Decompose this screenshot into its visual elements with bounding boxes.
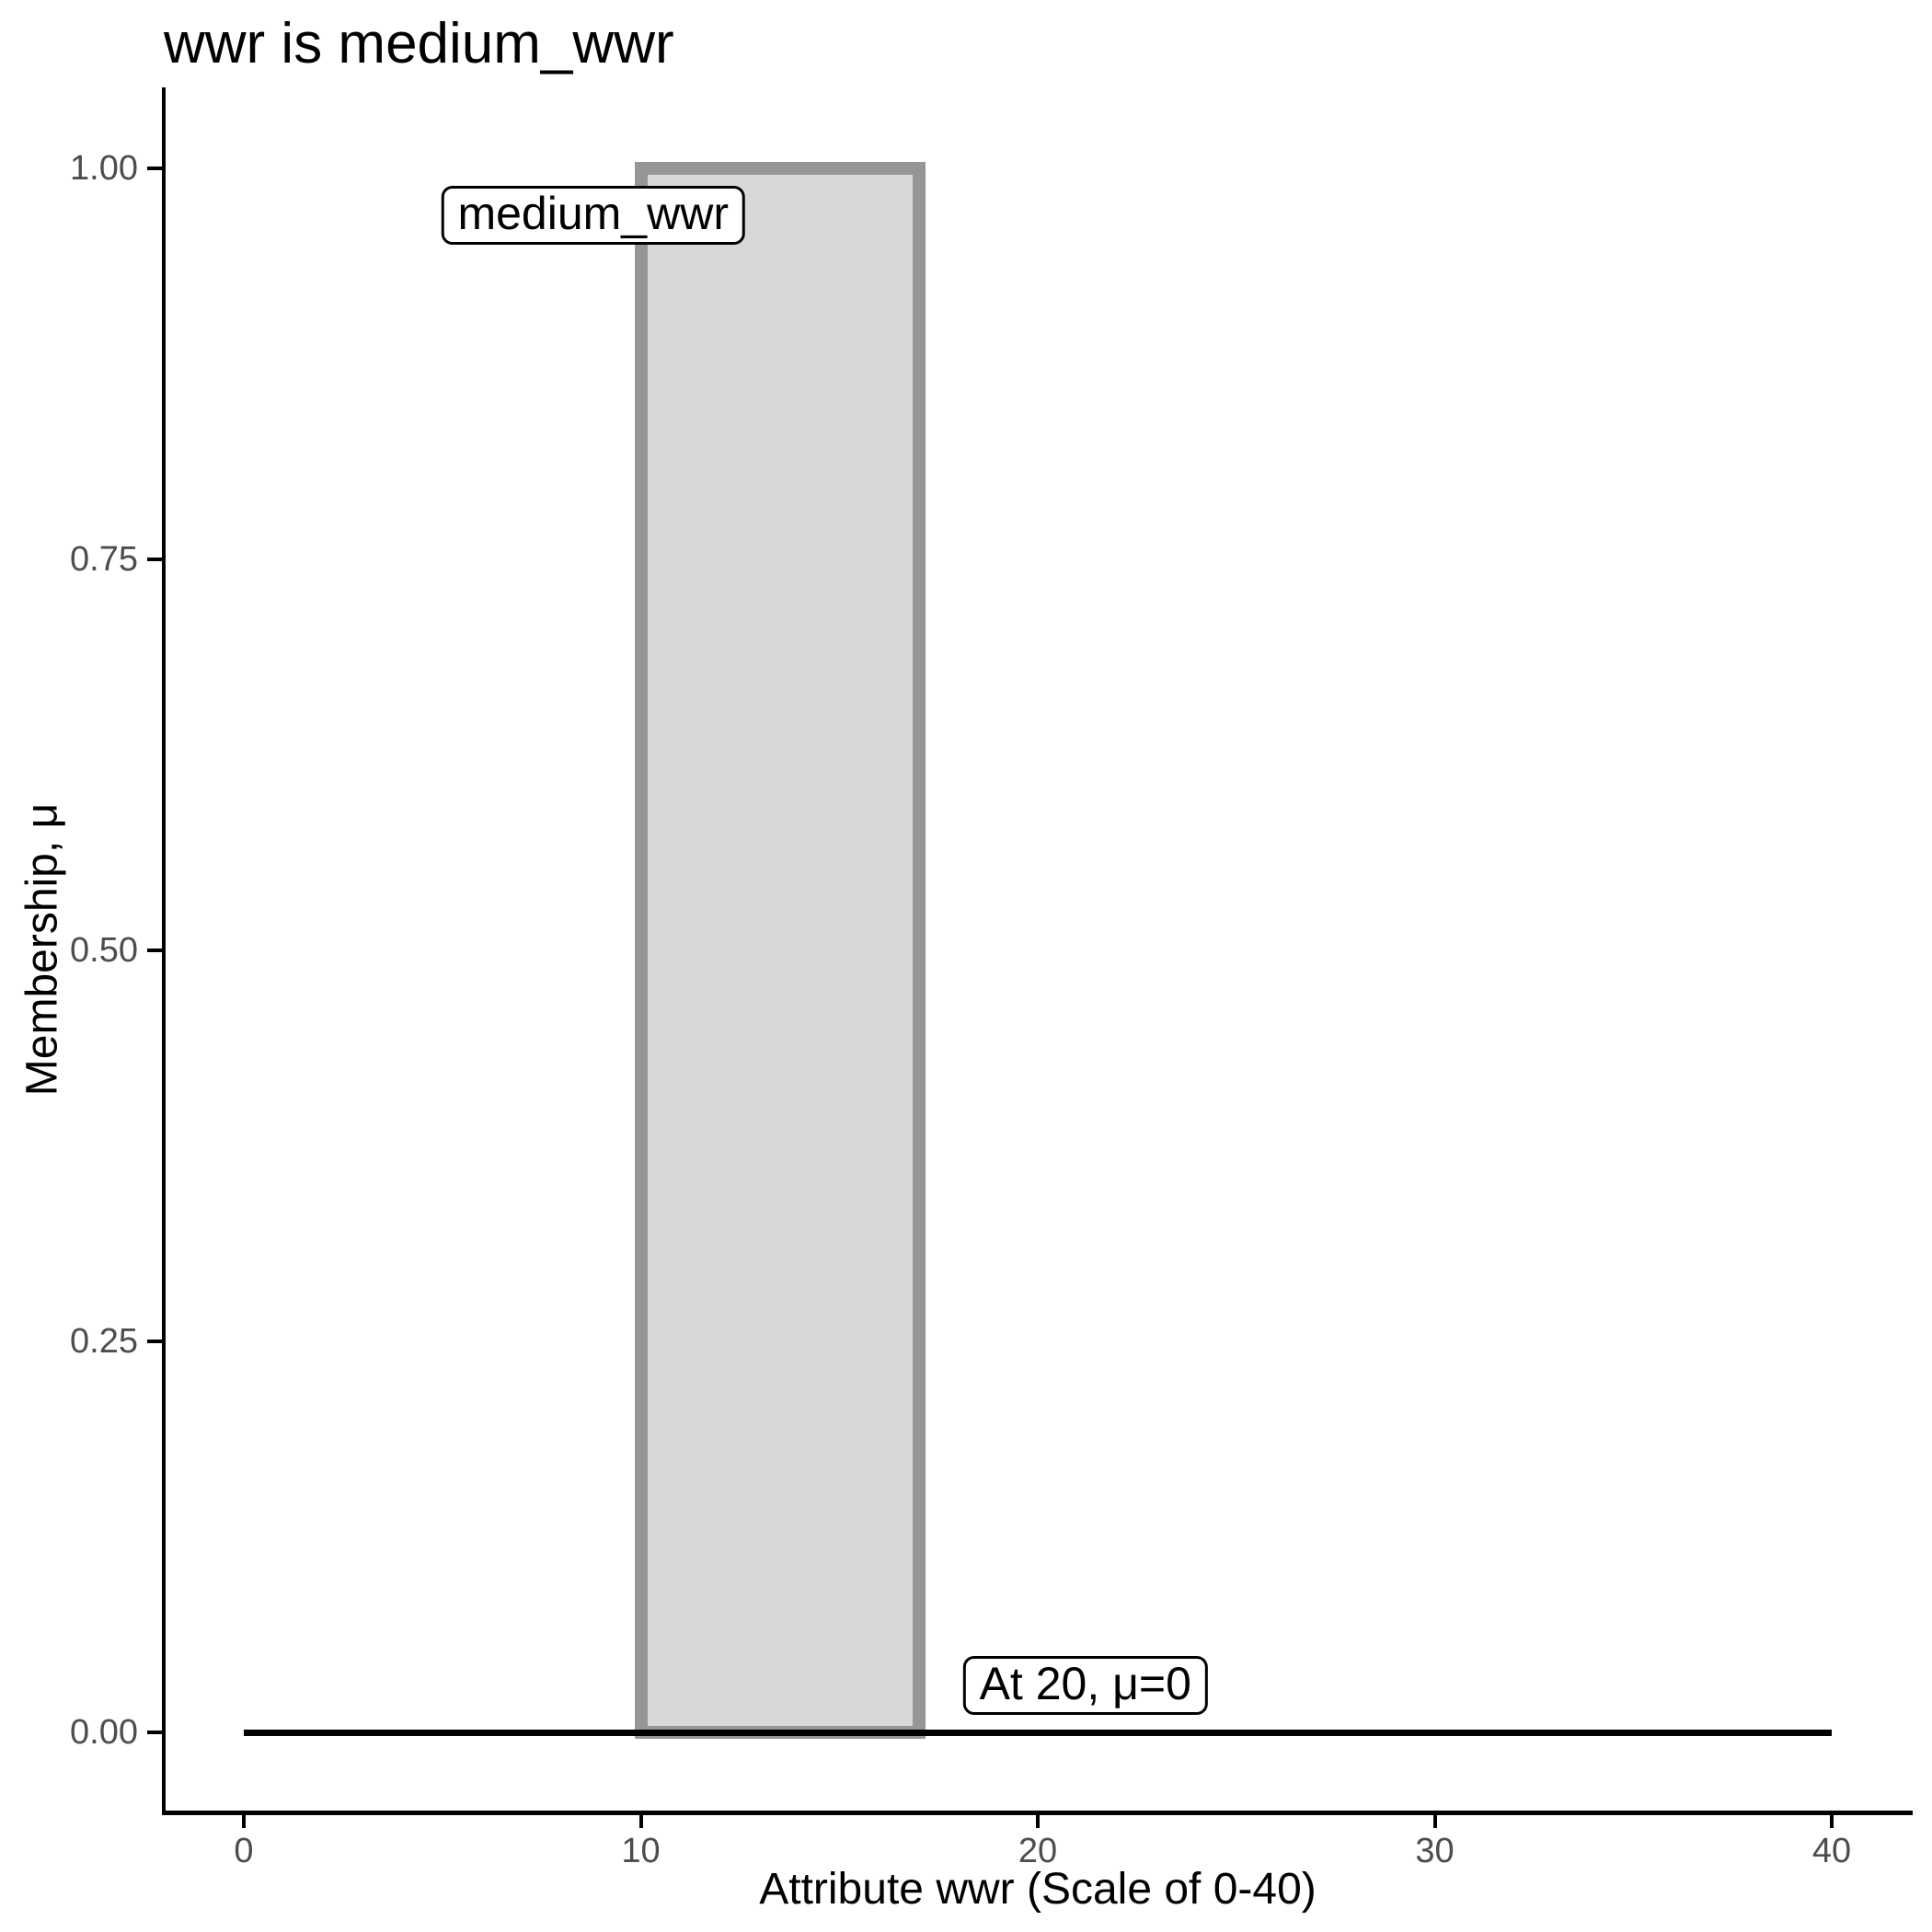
y-tick-label: 0.25 <box>70 1322 138 1361</box>
y-tick-mark <box>147 167 162 170</box>
x-tick-label: 0 <box>234 1832 254 1870</box>
x-tick-label: 40 <box>1811 1832 1852 1870</box>
x-tick-label: 10 <box>621 1832 661 1870</box>
y-tick-mark <box>147 558 162 561</box>
y-tick-mark <box>147 1731 162 1734</box>
membership-function-rect <box>634 162 926 1739</box>
y-axis-spine <box>162 87 166 1815</box>
annotation-medium-wwr-label: medium_wwr <box>441 186 745 245</box>
x-tick-mark <box>1432 1813 1437 1828</box>
y-tick-label: 0.00 <box>70 1713 138 1752</box>
annotation-at-20-mu-0-label: At 20, μ=0 <box>962 1656 1208 1715</box>
x-tick-mark <box>1830 1813 1834 1828</box>
x-tick-label: 30 <box>1415 1832 1455 1870</box>
zero-membership-line <box>244 1729 1832 1736</box>
x-tick-mark <box>242 1813 246 1828</box>
x-axis-spine <box>162 1811 1913 1815</box>
x-tick-mark <box>638 1813 643 1828</box>
y-tick-label: 0.75 <box>70 540 138 579</box>
y-tick-label: 1.00 <box>70 149 138 188</box>
y-tick-mark <box>147 949 162 952</box>
y-tick-mark <box>147 1340 162 1343</box>
x-tick-label: 20 <box>1018 1832 1058 1870</box>
x-tick-mark <box>1036 1813 1040 1828</box>
x-axis-title: Attribute wwr (Scale of 0-40) <box>759 1865 1317 1914</box>
chart-title: wwr is medium_wwr <box>164 12 674 75</box>
y-tick-label: 0.50 <box>70 931 138 970</box>
